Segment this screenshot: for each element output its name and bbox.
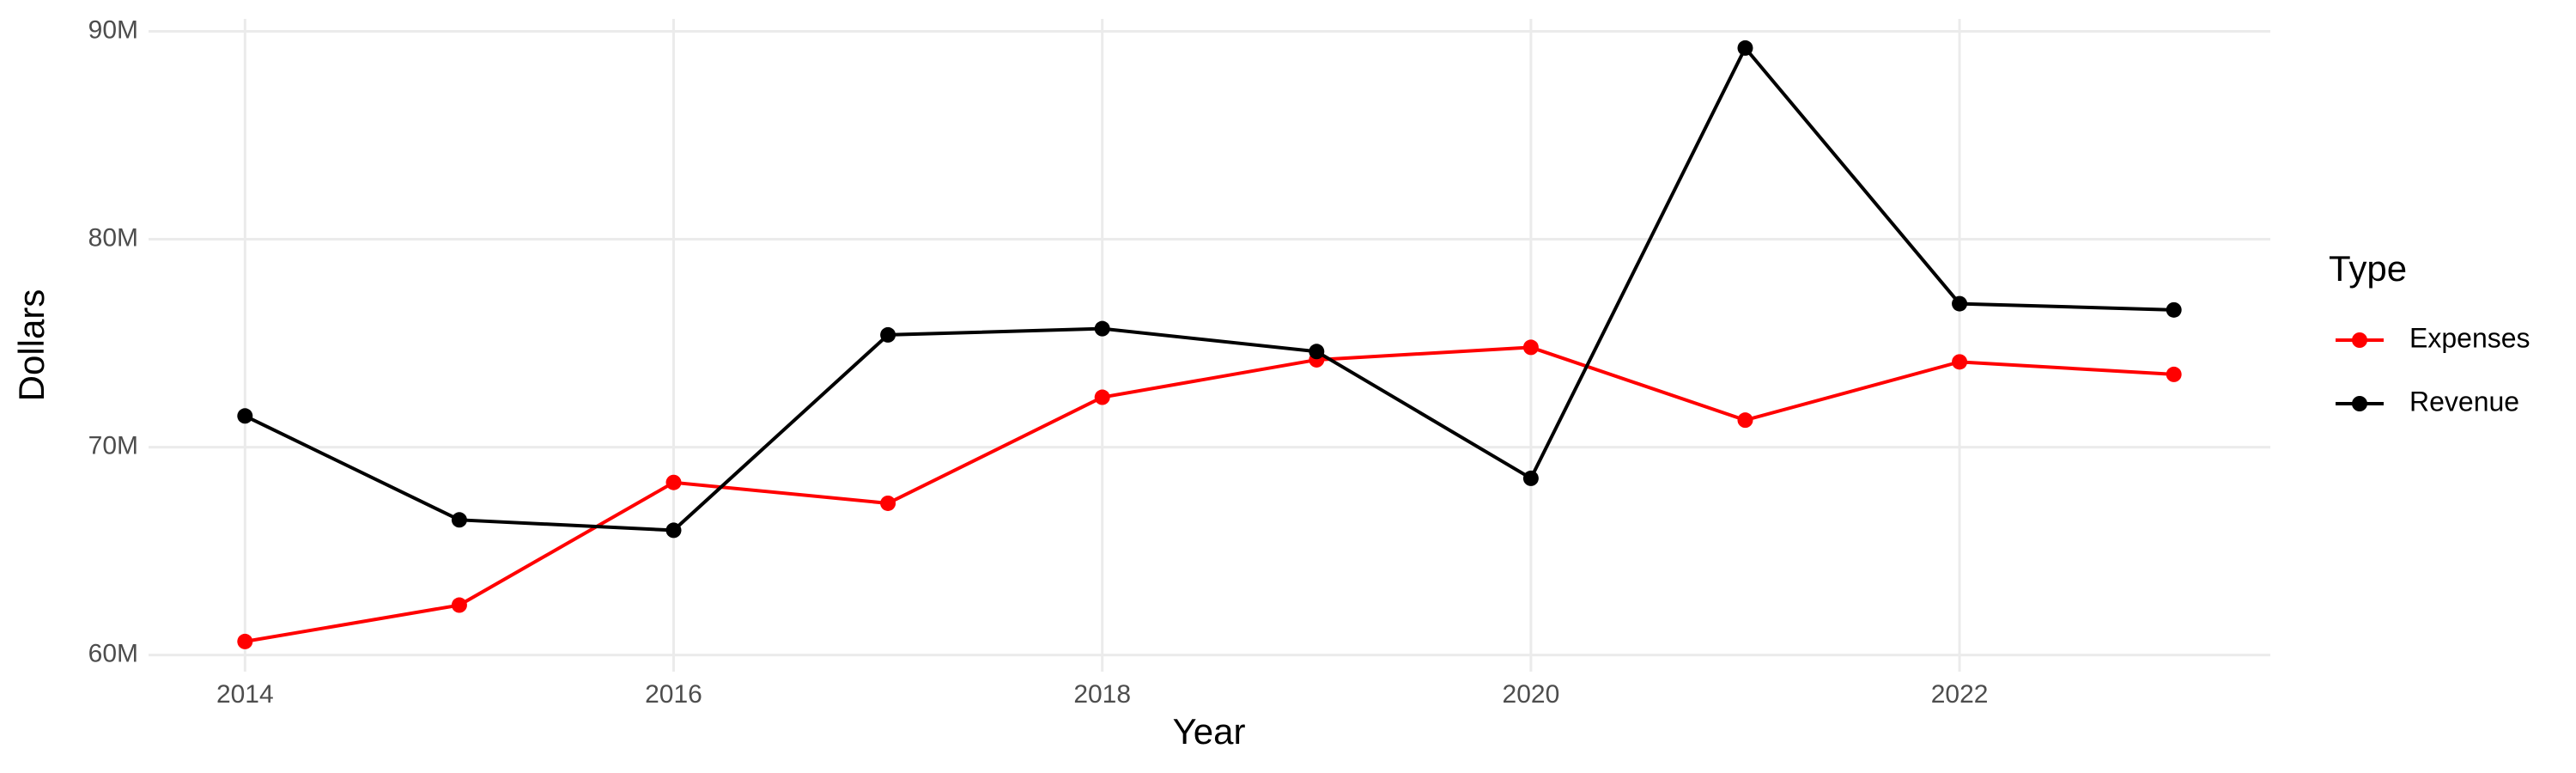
- y-axis-title: Dollars: [11, 289, 52, 402]
- marks: [237, 40, 2182, 649]
- grid: [149, 19, 2270, 672]
- data-point: [237, 633, 253, 649]
- x-tick-label: 2022: [1931, 680, 1989, 709]
- data-point: [1952, 354, 1968, 370]
- data-point: [2166, 301, 2182, 318]
- x-axis-title: Year: [1173, 711, 1246, 752]
- y-tick-label: 80M: [88, 223, 138, 252]
- y-tick-label: 90M: [88, 15, 138, 44]
- data-point: [451, 512, 467, 528]
- data-point: [2166, 366, 2182, 382]
- data-point: [1737, 40, 1753, 56]
- data-point: [665, 474, 682, 490]
- data-point: [880, 326, 896, 343]
- legend-title: Type: [2329, 248, 2407, 289]
- data-point: [1094, 389, 1110, 405]
- data-point: [1522, 470, 1539, 486]
- data-point: [237, 408, 253, 424]
- series-line: [244, 45, 2174, 533]
- data-point: [1737, 412, 1753, 429]
- data-point: [1522, 339, 1539, 356]
- y-tick-label: 60M: [88, 640, 138, 668]
- data-point: [665, 522, 682, 539]
- x-tick-label: 2020: [1503, 680, 1560, 709]
- legend-key-point: [2352, 332, 2367, 348]
- series-line: [244, 345, 2174, 643]
- y-tick-label: 70M: [88, 432, 138, 460]
- data-point: [1094, 320, 1110, 337]
- data-point: [1952, 295, 1968, 312]
- legend-label: Revenue: [2409, 386, 2519, 417]
- legend-key-point: [2352, 396, 2367, 411]
- data-point: [1309, 344, 1325, 360]
- x-tick-label: 2018: [1073, 680, 1131, 709]
- x-tick-label: 2014: [216, 680, 274, 709]
- legend-label: Expenses: [2409, 322, 2530, 353]
- data-point: [880, 495, 896, 511]
- x-tick-label: 2016: [645, 680, 702, 709]
- data-point: [451, 597, 467, 613]
